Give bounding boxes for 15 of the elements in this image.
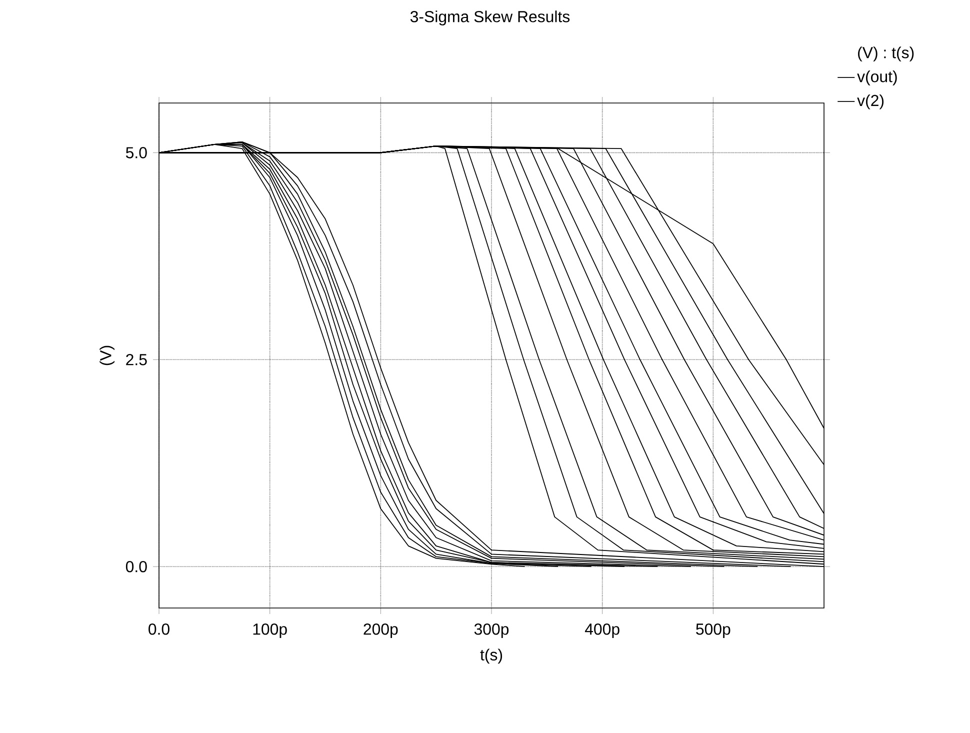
y-tick-label: 2.5 [126, 354, 147, 366]
y-tick-label: 5.0 [126, 147, 147, 158]
x-tick-label: 0.0 [148, 624, 170, 635]
x-tick-label: 100p [253, 624, 287, 638]
x-tick-label: 300p [474, 624, 509, 638]
x-tick-label: 500p [696, 624, 730, 638]
y-tick-label: 0.0 [126, 560, 147, 572]
x-axis-title: t(s) [480, 648, 502, 664]
y-axis-title: (V) [100, 346, 114, 366]
legend-label: v(out) [857, 70, 897, 86]
x-tick-label: 200p [364, 624, 398, 638]
x-tick-label: 400p [584, 624, 620, 638]
legend-title: (V) : t(s) [858, 46, 914, 62]
legend-label: v(2) [857, 94, 884, 110]
chart-title: 3-Sigma Skew Results [410, 10, 570, 26]
